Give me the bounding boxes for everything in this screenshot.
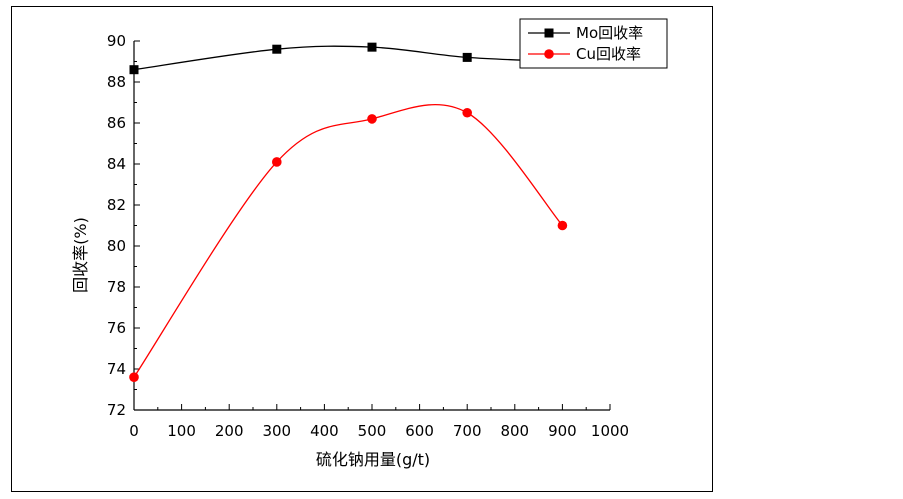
x-tick-label: 500 bbox=[358, 422, 387, 440]
data-point bbox=[129, 65, 139, 75]
x-tick-label: 800 bbox=[500, 422, 529, 440]
data-point bbox=[557, 220, 568, 231]
legend-items: Mo回收率 Cu回收率 bbox=[528, 24, 643, 63]
x-tick-label: 700 bbox=[453, 422, 482, 440]
data-point bbox=[272, 44, 282, 54]
data-point bbox=[367, 42, 377, 52]
y-tick-label: 90 bbox=[107, 32, 126, 50]
axes bbox=[133, 41, 610, 411]
legend-swatch-marker bbox=[544, 28, 554, 38]
legend-box bbox=[519, 18, 668, 69]
data-point bbox=[367, 114, 377, 124]
x-tick-label: 400 bbox=[310, 422, 339, 440]
y-tick-label: 72 bbox=[107, 401, 126, 419]
series-layer bbox=[129, 42, 568, 383]
y-axis-title: 回收率(%) bbox=[71, 217, 90, 293]
y-tick-label: 80 bbox=[107, 237, 126, 255]
x-tick-label: 100 bbox=[167, 422, 196, 440]
x-tick-label: 600 bbox=[405, 422, 434, 440]
series-2 bbox=[129, 104, 568, 383]
x-tick-label: 0 bbox=[129, 422, 139, 440]
y-tick-label: 78 bbox=[107, 278, 126, 296]
y-tick-label: 82 bbox=[107, 196, 126, 214]
x-tick-label: 1000 bbox=[591, 422, 629, 440]
y-tick-label: 88 bbox=[107, 73, 126, 91]
x-tick-label: 300 bbox=[262, 422, 291, 440]
legend: Mo回收率 Cu回收率 bbox=[519, 18, 668, 69]
data-point bbox=[462, 107, 473, 118]
legend-swatch-marker bbox=[544, 49, 554, 59]
legend-item: Mo回收率 bbox=[528, 24, 643, 42]
y-tick-label: 86 bbox=[107, 114, 126, 132]
y-tick-label: 76 bbox=[107, 319, 126, 337]
y-axis-ticks: 72 74 76 78 80 82 84 86 88 90 bbox=[107, 32, 140, 419]
y-tick-label: 84 bbox=[107, 155, 126, 173]
chart-frame bbox=[11, 6, 713, 492]
data-point bbox=[272, 157, 282, 167]
series-1 bbox=[129, 42, 567, 75]
legend-label: Cu回收率 bbox=[576, 45, 641, 63]
data-point bbox=[462, 52, 472, 62]
data-point bbox=[129, 372, 139, 383]
x-axis-ticks: 0 100 200 300 400 500 600 700 800 900 1000 bbox=[129, 404, 629, 440]
y-tick-label: 74 bbox=[107, 360, 126, 378]
legend-label: Mo回收率 bbox=[576, 24, 643, 42]
series-line bbox=[133, 45, 563, 71]
series-line bbox=[133, 104, 563, 378]
legend-item: Cu回收率 bbox=[528, 45, 641, 63]
x-tick-label: 200 bbox=[215, 422, 244, 440]
x-axis-title: 硫化钠用量(g/t) bbox=[316, 450, 430, 469]
x-tick-label: 900 bbox=[548, 422, 577, 440]
